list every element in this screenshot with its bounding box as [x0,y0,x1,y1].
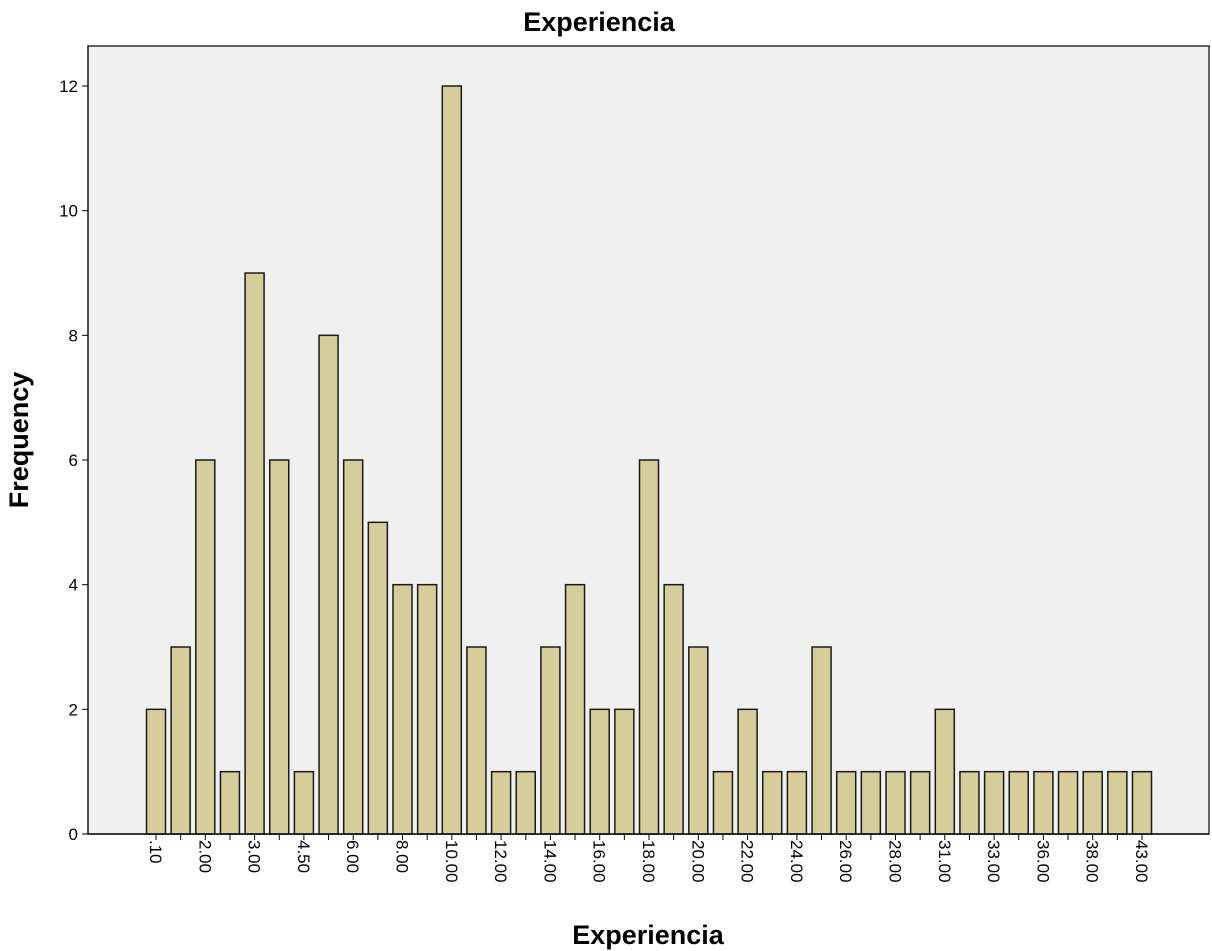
bar [441,85,463,835]
bar [688,646,709,835]
y-tick-label: 6 [69,451,78,470]
x-tick-label: 18.00 [639,840,658,883]
bar [835,770,857,835]
bar [244,272,265,835]
bar [663,583,684,835]
x-tick-label: 38.00 [1083,840,1102,883]
bar [1131,770,1153,835]
bar [786,770,808,835]
bar [638,459,660,835]
bar [269,459,290,835]
bar [1057,770,1079,835]
y-tick-label: 2 [69,700,78,719]
bar [1107,770,1128,835]
x-axis: .10 2.00 3.00 4.50 6.00 8.00 10.00 12.00 14.00 16… [88,833,1209,883]
bar [909,770,931,835]
bar [293,770,315,835]
y-tick-label: 12 [59,77,78,96]
bar [614,708,635,835]
bar [416,583,438,835]
bar [762,770,783,835]
bar [1008,770,1029,835]
bar [564,583,586,835]
x-tick-label: 24.00 [787,840,806,883]
bar [170,646,191,835]
x-tick-label: 14.00 [540,840,559,883]
y-tick-label: 8 [69,326,78,345]
bar [342,459,364,835]
x-tick-label: 43.00 [1132,840,1151,883]
y-tick-label: 4 [69,576,78,595]
bar [219,770,241,835]
bar [885,770,906,835]
bar [811,646,832,835]
bar [589,708,610,835]
bar [1033,770,1054,835]
x-tick-label: 10.00 [442,840,461,883]
chart-title: Experiencia [523,7,676,37]
x-tick-label: 36.00 [1033,840,1052,883]
bar [934,708,956,835]
bar [540,646,561,835]
x-tick-label: 26.00 [836,840,855,883]
bar [737,708,758,835]
x-tick-label: 2.00 [195,840,214,873]
x-tick-label: .10 [146,840,165,864]
y-axis-label: Frequency [4,372,34,509]
bar [318,334,339,835]
x-tick-label: 31.00 [935,840,954,883]
bar [1082,770,1103,835]
x-axis-label: Experiencia [572,920,725,950]
bar [466,646,487,835]
bar [983,770,1005,835]
bar [860,770,882,835]
bar [392,583,413,835]
x-tick-label: 16.00 [590,840,609,883]
bar [145,708,167,835]
x-tick-label: 33.00 [984,840,1003,883]
x-tick-label: 8.00 [393,840,412,873]
x-tick-label: 6.00 [343,840,362,873]
bar [195,459,216,835]
bars-group [145,85,1153,835]
x-tick-label: 28.00 [886,840,905,883]
x-tick-label: 12.00 [491,840,510,883]
x-tick-label: 22.00 [738,840,757,883]
bar [712,770,734,835]
y-tick-label: 0 [69,825,78,844]
bar [515,770,536,835]
bar [367,521,389,835]
bar [959,770,980,835]
y-tick-label: 10 [59,202,78,221]
x-tick-label: 3.00 [245,840,264,873]
y-axis: 0 2 4 6 8 10 12 [59,46,89,844]
x-tick-label: 20.00 [688,840,707,883]
x-tick-label: 4.50 [294,840,313,873]
bar [490,770,512,835]
